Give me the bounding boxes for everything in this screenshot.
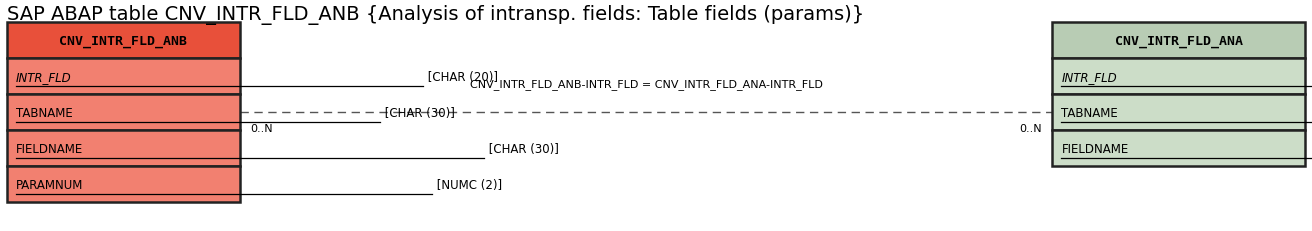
Bar [7,131,240,166]
Text: TABNAME: TABNAME [16,106,72,119]
Bar [7,95,240,131]
Text: 0..N: 0..N [251,124,273,134]
Text: [NUMC (2)]: [NUMC (2)] [433,178,502,191]
Text: [CHAR (20)]: [CHAR (20)] [424,70,499,83]
Text: TABNAME: TABNAME [1061,106,1118,119]
Bar [1052,23,1305,59]
Text: 0..N: 0..N [1019,124,1042,134]
Text: [CHAR (30)]: [CHAR (30)] [485,142,559,155]
Text: PARAMNUM: PARAMNUM [16,178,83,191]
Text: CNV_INTR_FLD_ANA: CNV_INTR_FLD_ANA [1115,34,1242,48]
Bar [7,23,240,59]
Bar [1052,95,1305,131]
Bar [1052,59,1305,95]
Text: INTR_FLD: INTR_FLD [1061,70,1117,83]
Text: CNV_INTR_FLD_ANB-INTR_FLD = CNV_INTR_FLD_ANA-INTR_FLD: CNV_INTR_FLD_ANB-INTR_FLD = CNV_INTR_FLD… [470,79,823,90]
Text: SAP ABAP table CNV_INTR_FLD_ANB {Analysis of intransp. fields: Table fields (par: SAP ABAP table CNV_INTR_FLD_ANB {Analysi… [7,5,863,24]
Bar [7,59,240,95]
Text: [CHAR (30)]: [CHAR (30)] [380,106,455,119]
Text: FIELDNAME: FIELDNAME [1061,142,1128,155]
Text: CNV_INTR_FLD_ANB: CNV_INTR_FLD_ANB [59,34,188,48]
Bar [1052,131,1305,166]
Bar [7,166,240,202]
Text: INTR_FLD: INTR_FLD [16,70,71,83]
Text: FIELDNAME: FIELDNAME [16,142,83,155]
